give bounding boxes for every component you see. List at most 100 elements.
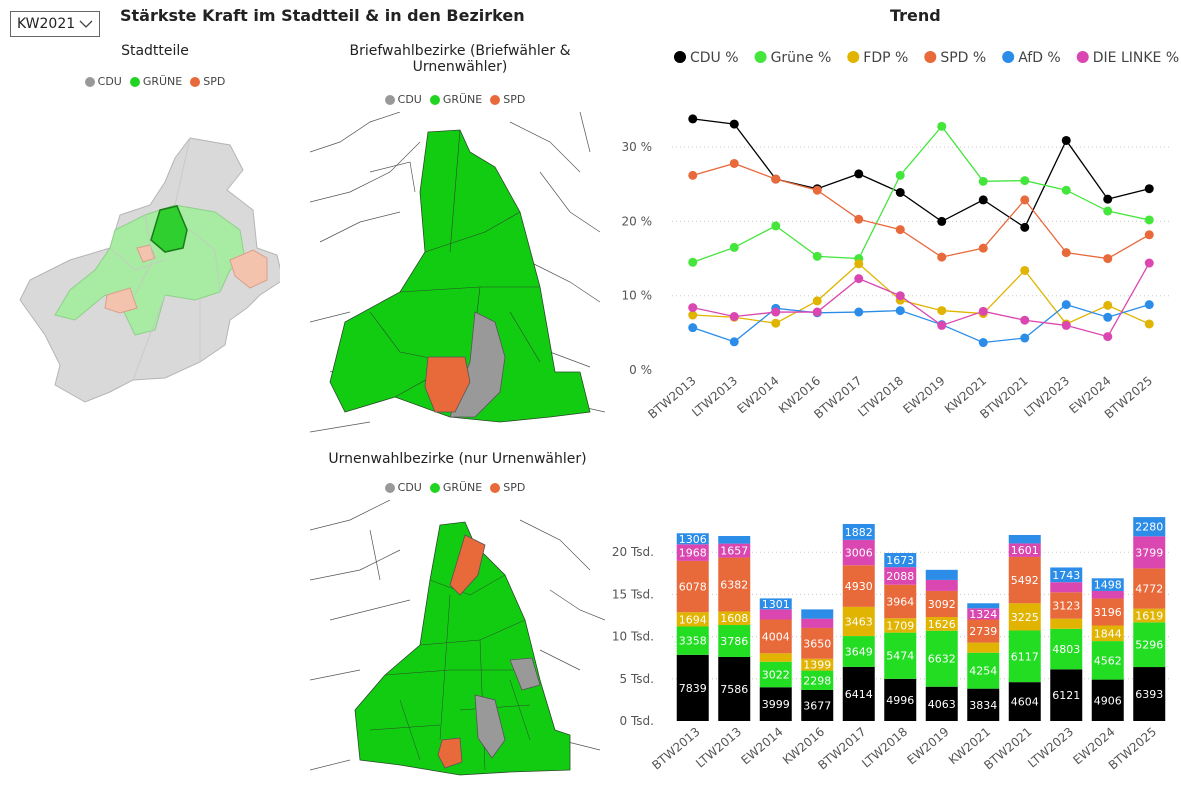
bar-segment[interactable] (1008, 543, 1041, 557)
data-point[interactable] (978, 195, 988, 205)
bar-segment[interactable] (1050, 618, 1083, 629)
data-point[interactable] (937, 306, 947, 316)
bar-segment[interactable] (759, 661, 792, 688)
bar-segment[interactable] (884, 584, 917, 619)
bar-segment[interactable] (967, 603, 1000, 609)
data-point[interactable] (895, 291, 905, 301)
bar-segment[interactable] (967, 688, 1000, 721)
data-point[interactable] (812, 296, 822, 306)
bar-segment[interactable] (1133, 622, 1166, 668)
bar-segment[interactable] (676, 626, 709, 655)
data-point[interactable] (937, 216, 947, 226)
bar-segment[interactable] (1133, 536, 1166, 569)
data-point[interactable] (1144, 258, 1154, 268)
bar-segment[interactable] (1133, 517, 1166, 537)
bar-segment[interactable] (842, 565, 875, 607)
data-point[interactable] (729, 119, 739, 129)
bar-segment[interactable] (801, 618, 834, 628)
bar-segment[interactable] (1008, 630, 1041, 683)
data-point[interactable] (895, 225, 905, 235)
bar-segment[interactable] (1050, 628, 1083, 670)
bar-segment[interactable] (801, 670, 834, 690)
data-point[interactable] (1020, 176, 1030, 186)
data-point[interactable] (771, 221, 781, 231)
data-point[interactable] (854, 259, 864, 269)
bar-segment[interactable] (718, 611, 751, 626)
bar-segment[interactable] (967, 642, 1000, 653)
election-select[interactable]: KW2021 (10, 11, 100, 37)
bar-segment[interactable] (801, 689, 834, 721)
data-point[interactable] (729, 337, 739, 347)
bar-segment[interactable] (801, 609, 834, 619)
data-point[interactable] (1061, 185, 1071, 195)
bar-segment[interactable] (967, 608, 1000, 620)
data-point[interactable] (1061, 300, 1071, 310)
data-point[interactable] (978, 243, 988, 253)
bar-segment[interactable] (1008, 534, 1041, 544)
data-point[interactable] (1020, 195, 1030, 205)
line-legend-item[interactable]: SPD % (924, 50, 986, 66)
bar-segment[interactable] (759, 619, 792, 654)
bar-segment[interactable] (925, 630, 958, 687)
map-urnenwahl[interactable] (310, 500, 605, 785)
bar-segment[interactable] (925, 569, 958, 580)
bar-segment[interactable] (718, 536, 751, 544)
data-point[interactable] (812, 185, 822, 195)
bar-segment[interactable] (759, 687, 792, 721)
bar-segment[interactable] (925, 590, 958, 618)
bar-segment[interactable] (1133, 608, 1166, 623)
bar-segment[interactable] (676, 533, 709, 545)
line-legend-item[interactable]: CDU % (674, 50, 739, 66)
data-point[interactable] (1103, 194, 1113, 204)
data-point[interactable] (854, 214, 864, 224)
bar-segment[interactable] (967, 652, 1000, 689)
bar-segment[interactable] (884, 678, 917, 721)
bar-segment[interactable] (925, 686, 958, 721)
data-point[interactable] (1020, 265, 1030, 275)
data-point[interactable] (688, 323, 698, 333)
bar-segment[interactable] (1091, 625, 1124, 642)
bar-segment[interactable] (842, 666, 875, 721)
data-point[interactable] (688, 114, 698, 124)
bar-segment[interactable] (1133, 568, 1166, 609)
bar-segment[interactable] (967, 619, 1000, 643)
line-legend-item[interactable]: AfD % (1002, 50, 1061, 66)
bar-segment[interactable] (884, 632, 917, 679)
data-point[interactable] (1020, 222, 1030, 232)
bar-segment[interactable] (1091, 578, 1124, 591)
bar-segment[interactable] (884, 553, 917, 568)
bar-segment[interactable] (801, 627, 834, 659)
data-point[interactable] (895, 187, 905, 197)
data-point[interactable] (978, 338, 988, 348)
bar-segment[interactable] (842, 606, 875, 637)
data-point[interactable] (937, 252, 947, 262)
bar-segment[interactable] (759, 598, 792, 610)
bar-segment[interactable] (676, 544, 709, 561)
data-point[interactable] (1144, 215, 1154, 225)
data-point[interactable] (1103, 300, 1113, 310)
line-legend-item[interactable]: Grüne % (754, 50, 832, 66)
bar-segment[interactable] (718, 543, 751, 558)
bar-segment[interactable] (676, 654, 709, 721)
data-point[interactable] (978, 176, 988, 186)
data-point[interactable] (1061, 248, 1071, 258)
bar-segment[interactable] (1050, 669, 1083, 721)
bar-segment[interactable] (842, 636, 875, 667)
data-point[interactable] (1144, 300, 1154, 310)
map-stadtteile[interactable] (15, 130, 280, 410)
bar-segment[interactable] (1091, 679, 1124, 721)
data-point[interactable] (688, 303, 698, 313)
bar-segment[interactable] (884, 618, 917, 633)
bar-segment[interactable] (1008, 682, 1041, 721)
bar-segment[interactable] (1091, 590, 1124, 599)
bar-segment[interactable] (1050, 582, 1083, 593)
data-point[interactable] (771, 174, 781, 184)
bar-segment[interactable] (718, 557, 751, 612)
trend-line-chart[interactable]: CDU % Grüne % FDP % SPD % AfD % DIE LINKE % 0 … (610, 40, 1181, 430)
bar-segment[interactable] (884, 567, 917, 585)
bar-segment[interactable] (676, 612, 709, 627)
data-point[interactable] (937, 320, 947, 330)
bar-segment[interactable] (718, 625, 751, 657)
data-point[interactable] (771, 307, 781, 317)
bar-segment[interactable] (1050, 592, 1083, 619)
